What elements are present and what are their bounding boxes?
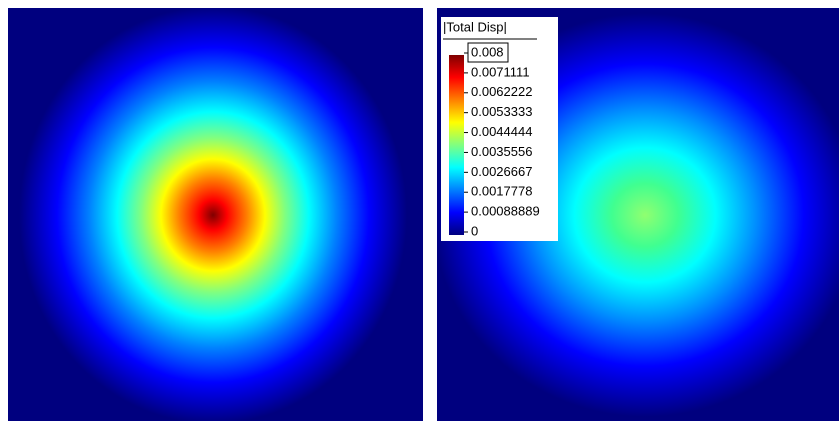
left-field-view (8, 8, 423, 421)
color-bar-label: 0 (471, 223, 478, 238)
color-bar-label: 0.0017778 (471, 184, 532, 199)
color-bar-label: 0.0062222 (471, 84, 532, 99)
legend: |Total Disp| 0.008 0.0071111 0.0062222 0.00… (441, 17, 558, 241)
color-bar-label: 0.00088889 (471, 204, 540, 219)
color-bar-label: 0.0071111 (471, 64, 530, 79)
color-bar-label: 0.0035556 (471, 144, 532, 159)
color-bar-label: 0.008 (471, 44, 504, 59)
color-bar (449, 55, 464, 235)
legend-title: |Total Disp| (443, 19, 507, 34)
color-bar-label: 0.0053333 (471, 104, 532, 119)
color-bar-label: 0.0026667 (471, 164, 532, 179)
color-bar-label: 0.0044444 (471, 124, 532, 139)
